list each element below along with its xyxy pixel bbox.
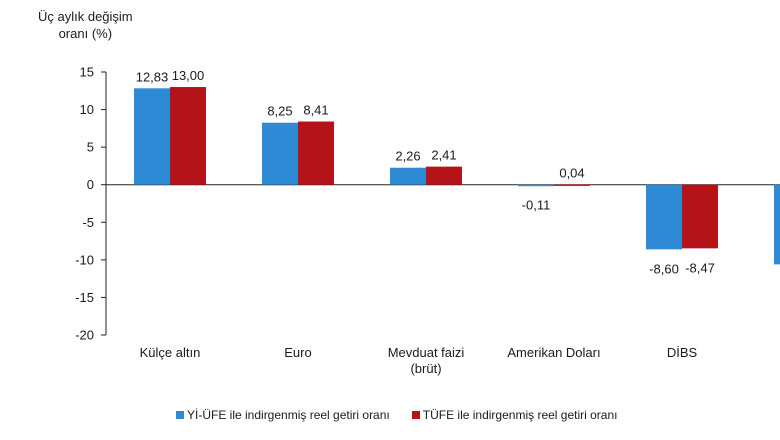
data-label: 2,26 [395,149,420,164]
data-label: 8,25 [267,104,292,119]
bar-yi-ufe-2 [390,167,426,185]
data-label: -8,60 [649,261,679,276]
legend-label-tufe: TÜFE ile indirgenmiş reel getiri oranı [422,408,618,422]
data-label: 13,00 [172,68,205,83]
legend-item-tufe: TÜFE ile indirgenmiş reel getiri oranı [411,408,618,422]
y-tick-label: 0 [87,177,94,192]
data-label: -8,47 [685,260,715,275]
category-label: Euro [284,345,311,360]
legend-label-yi-ufe: Yİ-ÜFE ile indirgenmiş reel getiri oranı [187,408,390,422]
category-label: Mevduat faizi [388,345,465,360]
y-tick-label: 10 [80,102,94,117]
y-axis-title-line-1: Üç aylık değişim [38,9,133,24]
category-label: Külçe altın [140,345,201,360]
data-label: -0,11 [522,198,551,213]
legend-swatch-tufe [411,411,420,419]
y-tick-label: -5 [82,215,94,230]
category-label: DİBS [667,345,698,360]
y-tick-label: 5 [87,140,94,155]
data-label: 12,83 [136,69,169,84]
y-axis-title-line-2: oranı (%) [58,26,113,41]
legend-swatch-yi-ufe [176,411,184,419]
bar-yi-ufe-0 [134,88,170,185]
data-label: 8,41 [303,103,328,118]
bar-yi-ufe-4 [646,184,682,250]
y-tick-label: -10 [75,252,94,267]
bar-tufe-2 [426,166,462,185]
y-axis-title: Üç aylık değişim oranı (%) [38,8,133,42]
bar-yi-ufe-1 [262,122,298,185]
bar-yi-ufe-3 [518,184,554,187]
bar-tufe-3 [554,184,590,186]
legend-item-yi-ufe: Yİ-ÜFE ile indirgenmiş reel getiri oranı [176,408,390,422]
bar-tufe-4 [682,184,718,249]
legend: Yİ-ÜFE ile indirgenmiş reel getiri oranı… [176,408,618,422]
category-label: Amerikan Doları [507,345,600,360]
y-tick-label: 15 [80,65,94,80]
data-label: 0,04 [559,165,584,180]
y-tick-label: -15 [75,290,94,305]
category-label: (brüt) [410,361,441,376]
y-tick-label: -20 [75,328,94,343]
data-label: 2,41 [431,148,456,163]
bar-yi-ufe-partial [774,184,780,265]
bar-tufe-1 [298,121,334,185]
bar-tufe-0 [170,87,206,185]
